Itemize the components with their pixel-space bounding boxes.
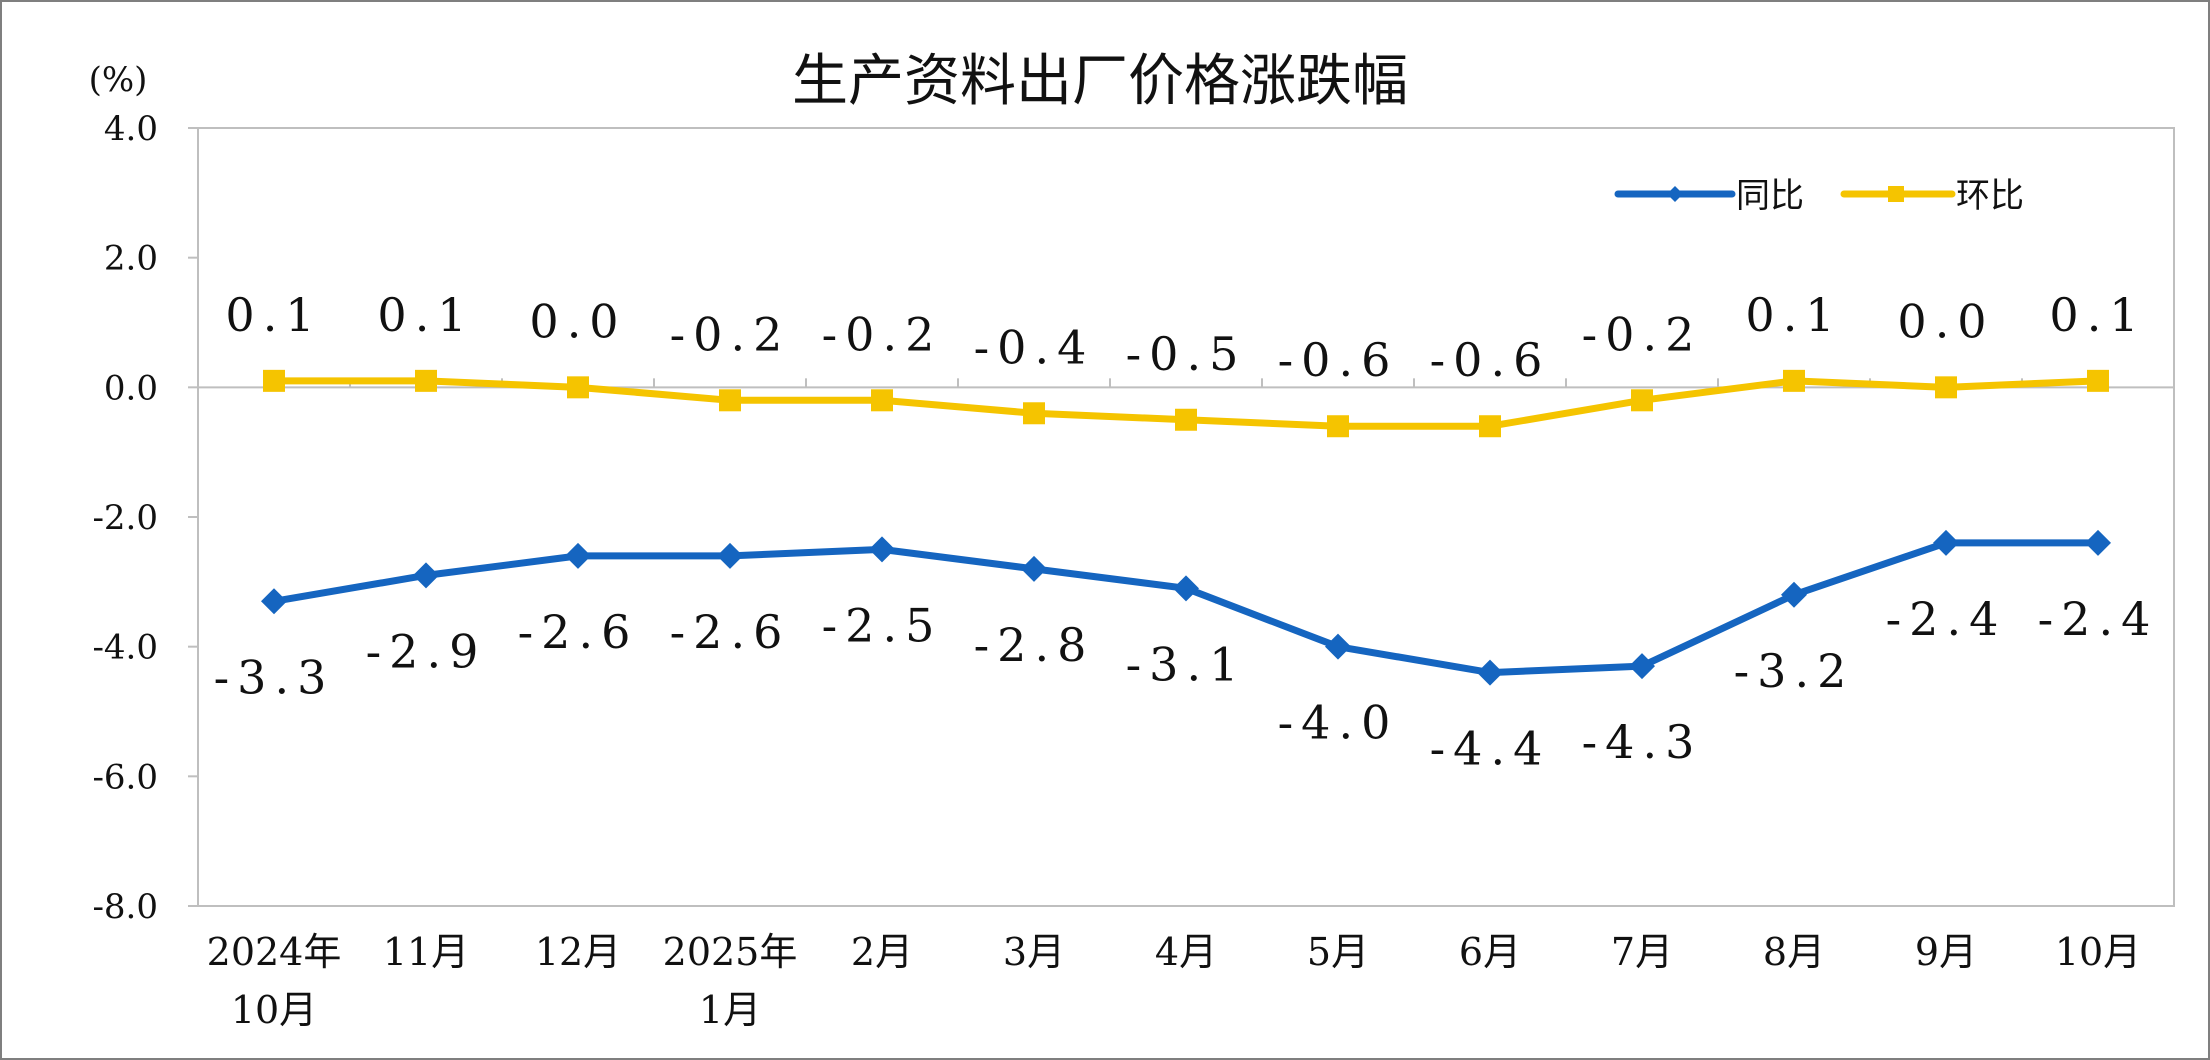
data-label: 0.1 bbox=[1745, 288, 1842, 342]
data-point-marker bbox=[263, 369, 285, 392]
data-point-marker bbox=[413, 562, 439, 589]
data-point-marker bbox=[2085, 529, 2111, 556]
data-point-marker bbox=[1479, 415, 1501, 438]
x-tick-label: 12月 bbox=[535, 930, 621, 974]
data-label: -2.4 bbox=[1886, 592, 2007, 646]
series-markers bbox=[261, 369, 2111, 686]
data-point-marker bbox=[1783, 369, 1805, 392]
plot-area bbox=[197, 127, 2175, 907]
x-tick-label: 1月 bbox=[699, 988, 761, 1032]
y-tick-label: -6.0 bbox=[92, 757, 158, 797]
data-point-marker bbox=[1173, 575, 1199, 602]
data-point-marker bbox=[717, 542, 743, 569]
x-tick-label: 3月 bbox=[1003, 930, 1065, 974]
x-tick-label: 5月 bbox=[1307, 930, 1369, 974]
y-tick-label: 0.0 bbox=[104, 368, 158, 408]
data-point-marker bbox=[567, 376, 589, 399]
data-point-marker bbox=[719, 389, 741, 412]
y-tick-label: -8.0 bbox=[92, 887, 158, 927]
data-label: -2.5 bbox=[822, 598, 943, 652]
y-axis-ticks: 4.0 2.0 0.0 -2.0 -4.0 -6.0 -8.0 bbox=[92, 109, 198, 927]
data-point-marker bbox=[1327, 415, 1349, 438]
data-label: -4.3 bbox=[1582, 715, 1703, 769]
data-label: -0.5 bbox=[1126, 327, 1247, 381]
data-label: -0.2 bbox=[670, 307, 791, 361]
data-label: -3.1 bbox=[1126, 637, 1247, 691]
data-point-marker bbox=[1631, 389, 1653, 412]
legend-item-tongbi: 同比 bbox=[1614, 176, 1804, 216]
data-point-marker bbox=[1933, 529, 1959, 556]
data-label: -0.2 bbox=[822, 307, 943, 361]
data-label: 0.0 bbox=[529, 294, 626, 348]
data-point-marker bbox=[2087, 369, 2109, 392]
data-label: -4.0 bbox=[1278, 696, 1399, 750]
legend-label-tongbi: 同比 bbox=[1736, 176, 1804, 216]
data-label: -0.6 bbox=[1430, 333, 1551, 387]
x-tick-label: 2025年 bbox=[663, 930, 798, 974]
data-label: -3.3 bbox=[214, 650, 335, 704]
x-tick-label: 2024年 bbox=[207, 930, 342, 974]
data-label: -4.4 bbox=[1430, 722, 1551, 776]
data-label: -0.2 bbox=[1582, 307, 1703, 361]
x-tick-label: 8月 bbox=[1763, 930, 1825, 974]
data-point-marker bbox=[1935, 376, 1957, 399]
data-point-marker bbox=[1629, 653, 1655, 680]
data-label: -0.4 bbox=[974, 320, 1095, 374]
x-tick-label: 7月 bbox=[1611, 930, 1673, 974]
legend: 同比 环比 bbox=[1614, 176, 2024, 216]
data-label: -0.6 bbox=[1278, 333, 1399, 387]
data-label: 0.1 bbox=[377, 288, 474, 342]
x-tick-label: 10月 bbox=[2055, 930, 2141, 974]
legend-item-huanbi: 环比 bbox=[1840, 176, 2024, 216]
data-label: -2.9 bbox=[366, 624, 487, 678]
data-point-marker bbox=[415, 369, 437, 392]
data-label: 0.1 bbox=[225, 288, 322, 342]
legend-marker-tongbi bbox=[1667, 186, 1683, 202]
x-tick-label: 4月 bbox=[1155, 930, 1217, 974]
data-point-marker bbox=[565, 542, 591, 569]
legend-marker-huanbi bbox=[1888, 186, 1904, 202]
data-point-marker bbox=[1325, 633, 1351, 660]
chart-title: 生产资料出厂价格涨跌幅 bbox=[792, 49, 1408, 114]
data-point-marker bbox=[1023, 402, 1045, 425]
data-point-marker bbox=[1781, 581, 1807, 608]
y-tick-label: 4.0 bbox=[104, 109, 158, 149]
data-label: -2.4 bbox=[2038, 592, 2159, 646]
data-label: 0.0 bbox=[1897, 294, 1994, 348]
legend-label-huanbi: 环比 bbox=[1956, 176, 2024, 216]
data-labels: -3.3 -2.9 -2.6 -2.6 -2.5 -2.8 -3.1 -4.0 -4.4 -4.3… bbox=[214, 288, 2159, 776]
x-tick-label: 10月 bbox=[231, 988, 317, 1032]
x-tick-label: 11月 bbox=[383, 930, 469, 974]
y-tick-label: -4.0 bbox=[92, 628, 158, 668]
y-tick-label: -2.0 bbox=[92, 498, 158, 538]
data-label: -3.2 bbox=[1734, 644, 1855, 698]
data-point-marker bbox=[261, 588, 287, 615]
data-label: 0.1 bbox=[2049, 288, 2146, 342]
data-label: -2.6 bbox=[670, 605, 791, 659]
data-point-marker bbox=[871, 389, 893, 412]
data-point-marker bbox=[869, 536, 895, 563]
x-tick-label: 6月 bbox=[1459, 930, 1521, 974]
x-tick-label: 2月 bbox=[851, 930, 913, 974]
y-tick-label: 2.0 bbox=[104, 239, 158, 279]
x-tick-label: 9月 bbox=[1915, 930, 1977, 974]
data-label: -2.6 bbox=[518, 605, 639, 659]
data-point-marker bbox=[1021, 555, 1047, 582]
data-point-marker bbox=[1477, 659, 1503, 686]
data-point-marker bbox=[1175, 408, 1197, 431]
x-axis-labels: 2024年 10月 11月 12月 2025年 1月 2月 3月 4月 5月 6月 7月 8月 9月 10月 bbox=[207, 930, 2142, 1032]
y-axis-unit-label: (%) bbox=[89, 60, 148, 100]
data-label: -2.8 bbox=[974, 618, 1095, 672]
